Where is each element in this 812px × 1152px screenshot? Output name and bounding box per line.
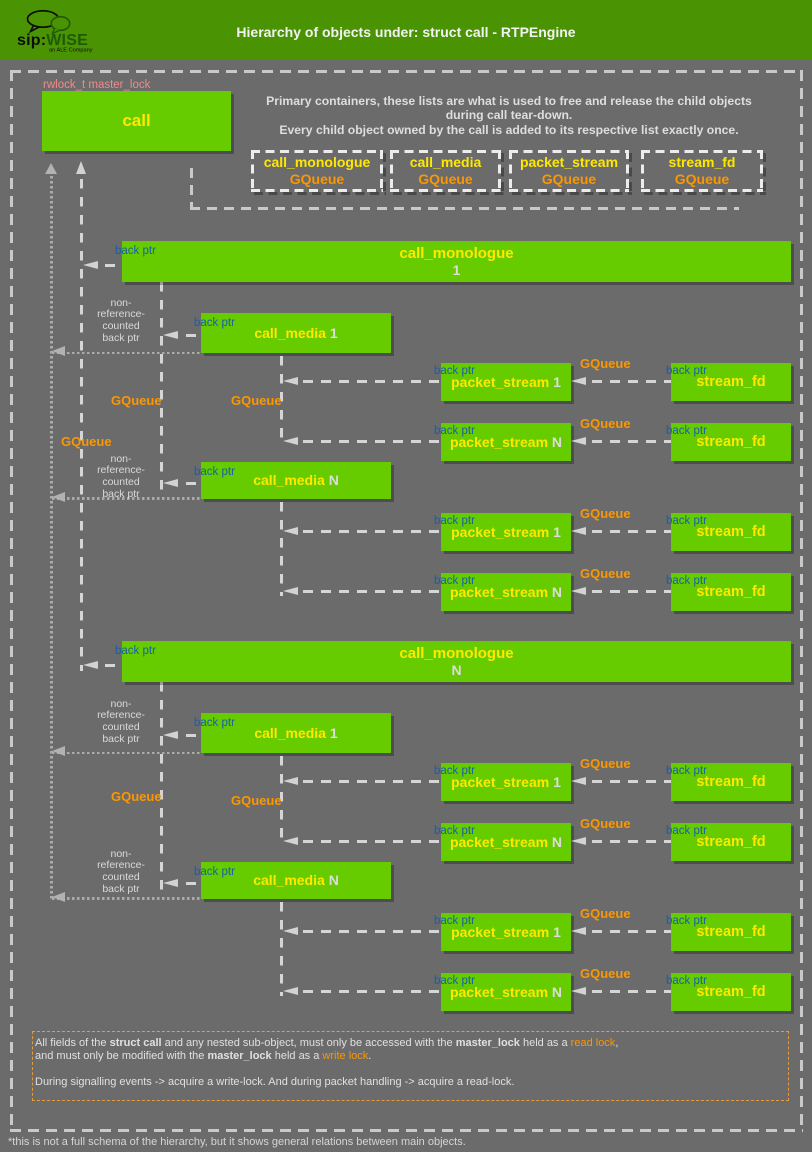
svg-text:an ALE Company: an ALE Company (49, 48, 93, 54)
svg-text:sip:WISE: sip:WISE (17, 32, 88, 49)
